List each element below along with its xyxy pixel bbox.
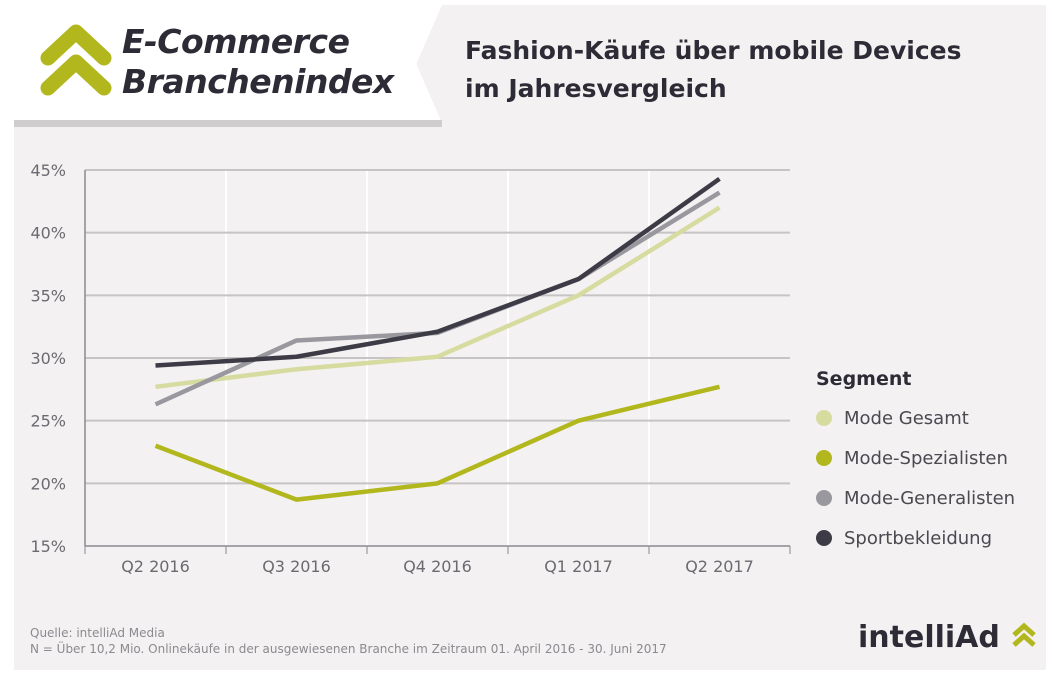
footer: Quelle: intelliAd Media N = Über 10,2 Mi… bbox=[30, 625, 667, 657]
series-line-mode-spezialisten bbox=[154, 384, 721, 502]
brand-chevron-icon bbox=[1012, 622, 1037, 647]
y-tick-label: 20% bbox=[30, 474, 66, 493]
logo-text: E-Commerce Branchenindex bbox=[122, 22, 394, 102]
title-line2: im Jahresvergleich bbox=[465, 74, 727, 103]
legend: Segment Mode Gesamt Mode-Spezialisten Mode… bbox=[816, 368, 1015, 558]
legend-item: Mode-Generalisten bbox=[816, 478, 1015, 518]
legend-dot-icon bbox=[816, 410, 832, 426]
x-tick-label: Q1 2017 bbox=[544, 557, 613, 576]
chart-title: Fashion-Käufe über mobile Devices im Jah… bbox=[465, 32, 961, 108]
legend-label: Mode-Generalisten bbox=[844, 487, 1016, 509]
legend-title: Segment bbox=[816, 368, 912, 390]
y-tick-label: 45% bbox=[30, 161, 66, 180]
chevron-logo-icon bbox=[40, 24, 112, 96]
legend-item: Mode Gesamt bbox=[816, 398, 1015, 438]
legend-label: Mode Gesamt bbox=[844, 407, 969, 429]
y-tick-label: 35% bbox=[30, 286, 66, 305]
brand-text: intelliAd bbox=[858, 620, 1000, 655]
x-tick-label: Q3 2016 bbox=[262, 557, 331, 576]
legend-label: Mode-Spezialisten bbox=[844, 447, 1008, 469]
y-tick-label: 25% bbox=[30, 412, 66, 431]
x-tick-label: Q2 2017 bbox=[685, 557, 754, 576]
legend-dot-icon bbox=[816, 450, 832, 466]
brand-logo: intelliAd bbox=[858, 620, 1038, 655]
source-text: Quelle: intelliAd Media bbox=[30, 626, 165, 640]
legend-item: Mode-Spezialisten bbox=[816, 438, 1015, 478]
logo-line1: E-Commerce bbox=[122, 22, 350, 61]
legend-dot-icon bbox=[816, 530, 832, 546]
y-tick-label: 30% bbox=[30, 349, 66, 368]
legend-label: Sportbekleidung bbox=[844, 527, 992, 549]
series-line-mode-gesamt bbox=[155, 205, 721, 390]
legend-dot-icon bbox=[816, 490, 832, 506]
x-tick-label: Q4 2016 bbox=[403, 557, 472, 576]
series-line-sportbekleidung bbox=[155, 176, 721, 368]
title-line1: Fashion-Käufe über mobile Devices bbox=[465, 36, 962, 65]
banner-shadow bbox=[14, 120, 442, 127]
note-text: N = Über 10,2 Mio. Onlinekäufe in der au… bbox=[30, 642, 667, 656]
y-tick-label: 40% bbox=[30, 224, 66, 243]
legend-item: Sportbekleidung bbox=[816, 518, 1015, 558]
logo-line2: Branchenindex bbox=[122, 62, 394, 101]
x-tick-label: Q2 2016 bbox=[121, 557, 190, 576]
y-tick-label: 15% bbox=[30, 537, 66, 556]
